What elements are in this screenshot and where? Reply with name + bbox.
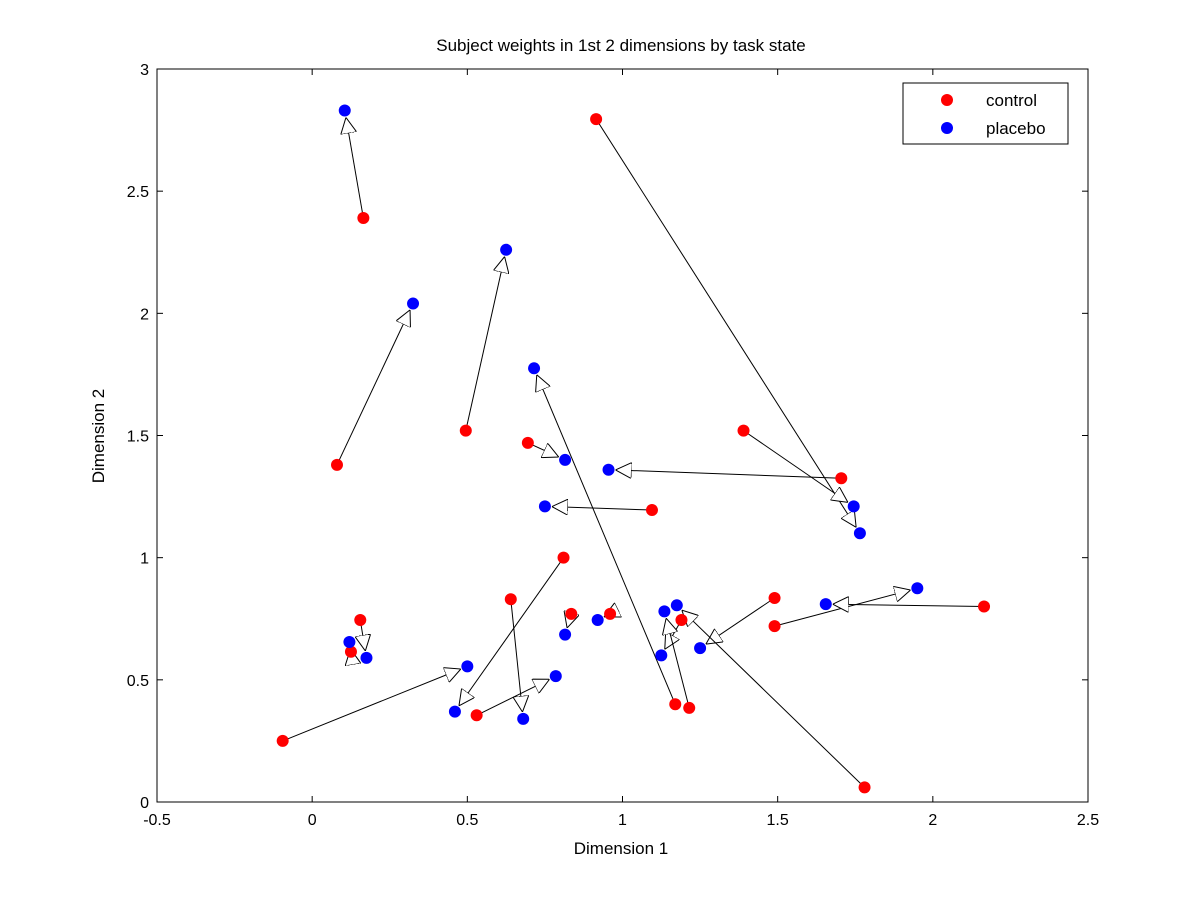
- placebo-point-13: [550, 670, 562, 682]
- control-point-15: [604, 608, 616, 620]
- control-point-11: [277, 735, 289, 747]
- control-point-13: [471, 709, 483, 721]
- placebo-point-14: [559, 629, 571, 641]
- legend-marker-placebo: [941, 122, 953, 134]
- placebo-point-1: [407, 298, 419, 310]
- legend-marker-control: [941, 94, 953, 106]
- control-point-5: [738, 425, 750, 437]
- placebo-point-5: [848, 500, 860, 512]
- placebo-point-10: [343, 636, 355, 648]
- placebo-point-2: [500, 244, 512, 256]
- y-tick-label: 0.5: [127, 673, 149, 690]
- control-point-8: [558, 552, 570, 564]
- control-point-16: [675, 614, 687, 626]
- y-tick-label: 1.5: [127, 429, 149, 446]
- placebo-point-3: [854, 527, 866, 539]
- placebo-point-18: [658, 605, 670, 617]
- control-point-14: [565, 608, 577, 620]
- control-point-18: [683, 702, 695, 714]
- control-point-4: [522, 437, 534, 449]
- control-point-21: [978, 601, 990, 613]
- control-point-2: [460, 425, 472, 437]
- placebo-point-8: [449, 706, 461, 718]
- y-tick-label: 0: [140, 795, 149, 812]
- placebo-point-17: [528, 362, 540, 374]
- x-tick-label: 2: [928, 812, 937, 829]
- placebo-point-16: [655, 649, 667, 661]
- placebo-point-21: [820, 598, 832, 610]
- placebo-point-7: [539, 500, 551, 512]
- y-tick-label: 2: [140, 306, 149, 323]
- control-point-12: [505, 593, 517, 605]
- chart-title: Subject weights in 1st 2 dimensions by t…: [436, 36, 805, 55]
- control-point-17: [669, 698, 681, 710]
- y-axis-label: Dimension 2: [89, 389, 108, 484]
- legend-label-control: control: [986, 91, 1037, 110]
- placebo-point-19: [694, 642, 706, 654]
- placebo-point-4: [559, 454, 571, 466]
- x-tick-label: 1.5: [767, 812, 789, 829]
- control-point-7: [646, 504, 658, 516]
- control-point-19: [769, 592, 781, 604]
- control-point-3: [590, 113, 602, 125]
- x-tick-label: 0.5: [456, 812, 478, 829]
- control-point-22: [859, 781, 871, 793]
- x-tick-label: 2.5: [1077, 812, 1099, 829]
- placebo-point-11: [461, 660, 473, 672]
- legend: control placebo: [903, 83, 1068, 144]
- placebo-point-20: [911, 582, 923, 594]
- y-tick-label: 1: [140, 551, 149, 568]
- x-tick-label: -0.5: [143, 812, 171, 829]
- control-point-0: [357, 212, 369, 224]
- control-point-6: [835, 472, 847, 484]
- control-point-20: [769, 620, 781, 632]
- placebo-point-9: [360, 652, 372, 664]
- placebo-point-22: [671, 599, 683, 611]
- control-point-9: [354, 614, 366, 626]
- plot-area: [157, 69, 1088, 802]
- x-tick-label: 1: [618, 812, 627, 829]
- legend-label-placebo: placebo: [986, 119, 1046, 138]
- x-axis-label: Dimension 1: [574, 839, 669, 858]
- placebo-point-12: [517, 713, 529, 725]
- y-tick-label: 3: [140, 62, 149, 79]
- placebo-point-6: [603, 464, 615, 476]
- placebo-point-0: [339, 105, 351, 117]
- control-point-1: [331, 459, 343, 471]
- placebo-point-15: [592, 614, 604, 626]
- y-tick-label: 2.5: [127, 184, 149, 201]
- x-tick-label: 0: [308, 812, 317, 829]
